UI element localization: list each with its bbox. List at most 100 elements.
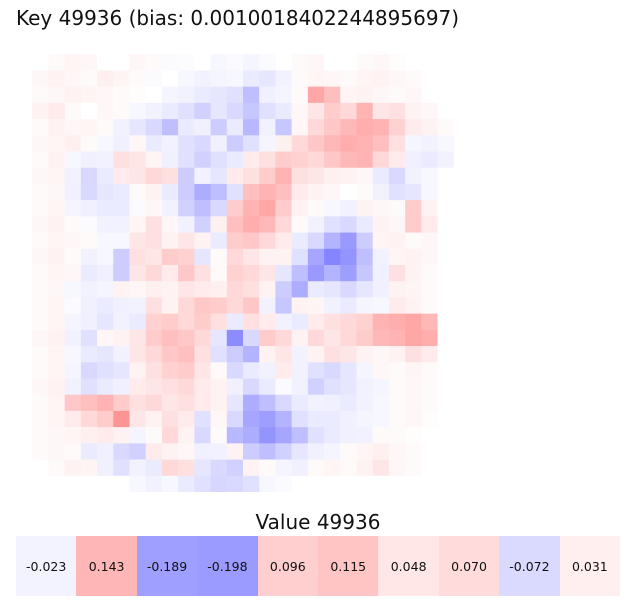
heatmap-cell [16,216,33,233]
heatmap-cell [324,329,341,347]
heatmap-cell [48,459,65,477]
heatmap-cell [243,443,260,460]
heatmap-cell [324,265,341,282]
heatmap-cell [243,102,260,120]
heatmap-cell [324,313,341,331]
heatmap-cell [16,427,33,444]
heatmap-cell [161,378,179,396]
heatmap-cell [16,443,33,460]
heatmap-cell [32,475,49,492]
heatmap-cell [161,119,179,136]
heatmap-cell [291,427,309,444]
heatmap-cell [291,70,309,87]
heatmap-cell [291,410,309,428]
heatmap-cell [48,265,65,282]
heatmap-cell [453,102,470,120]
heatmap-cell [259,135,276,152]
heatmap-cell [388,135,406,152]
heatmap-cell [307,410,325,428]
value-cell: -0.198 [197,536,258,596]
heatmap-cell [453,216,470,233]
heatmap-cell [324,86,341,104]
heatmap-cell [340,200,357,217]
value-cell-label: -0.023 [26,558,67,574]
heatmap-cell [356,70,374,87]
heatmap-cell [453,38,470,55]
heatmap-cell [178,394,195,412]
heatmap-cell [340,232,357,250]
value-cell-label: 0.115 [330,558,367,574]
heatmap-cell [16,119,33,136]
heatmap-cell [194,200,211,217]
heatmap-cell [161,86,179,104]
heatmap-cell [340,183,357,201]
heatmap-cell [453,459,470,477]
heatmap-cell [178,346,195,363]
heatmap-cell [48,410,65,428]
heatmap-cell [372,54,390,71]
heatmap-cell [129,38,147,55]
heatmap-cell [324,167,341,185]
heatmap-cell [80,248,98,266]
heatmap-cell [113,86,130,104]
heatmap-cell [324,54,341,71]
heatmap-cell [113,183,130,201]
heatmap-cell [64,151,82,169]
heatmap-cell [437,329,455,347]
heatmap-cell [145,119,163,136]
heatmap-cell [226,248,244,266]
heatmap-cell [275,102,292,120]
heatmap-cell [210,427,228,444]
heatmap-cell [145,346,163,363]
heatmap-cell [161,54,179,71]
heatmap-cell [372,200,390,217]
heatmap-cell [324,346,341,363]
heatmap-cell [161,329,179,347]
heatmap-cell [340,410,357,428]
heatmap-cell [113,216,130,233]
heatmap-cell [64,232,82,250]
heatmap-cell [129,475,147,492]
heatmap-cell [80,102,98,120]
heatmap-cell [340,329,357,347]
heatmap-cell [421,459,438,477]
heatmap-cell [145,54,163,71]
heatmap-cell [194,378,211,396]
heatmap-cell [16,135,33,152]
heatmap-cell [388,346,406,363]
heatmap-cell [113,102,130,120]
heatmap-cell [161,38,179,55]
heatmap-cell [80,183,98,201]
heatmap-cell [405,281,422,298]
heatmap-cell [388,167,406,185]
heatmap-cell [259,70,276,87]
heatmap-cell [437,362,455,379]
heatmap-cell [307,86,325,104]
heatmap-cell [291,38,309,55]
heatmap-cell [405,135,422,152]
heatmap-cell [388,443,406,460]
heatmap-cell [48,102,65,120]
heatmap-cell [437,70,455,87]
heatmap-cell [405,427,422,444]
heatmap-cell [243,183,260,201]
heatmap-cell [340,346,357,363]
heatmap-cell [275,378,292,396]
heatmap-cell [405,232,422,250]
heatmap-cell [129,459,147,477]
heatmap-cell [291,200,309,217]
heatmap-cell [259,297,276,314]
heatmap-cell [113,346,130,363]
heatmap-cell [64,378,82,396]
heatmap-cell [16,102,33,120]
heatmap-cell [275,410,292,428]
heatmap-cell [372,119,390,136]
heatmap-cell [194,313,211,331]
heatmap-cell [113,232,130,250]
heatmap-cell [259,410,276,428]
heatmap-cell [178,427,195,444]
heatmap-cell [307,102,325,120]
heatmap-cell [178,362,195,379]
heatmap-cell [453,475,470,492]
heatmap-cell [113,410,130,428]
